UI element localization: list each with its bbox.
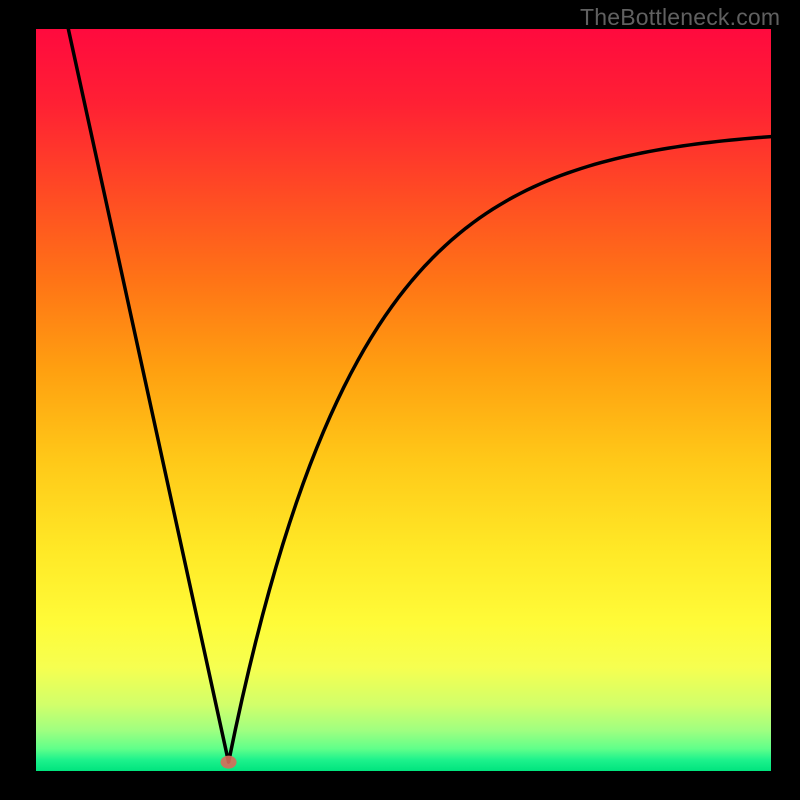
watermark-text: TheBottleneck.com <box>580 4 780 31</box>
chart-svg <box>36 29 771 771</box>
optimal-point-marker <box>221 756 237 769</box>
gradient-background <box>36 29 771 771</box>
chart-plot-area <box>36 29 771 771</box>
